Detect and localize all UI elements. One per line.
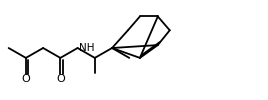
Text: O: O [56, 74, 65, 84]
Text: O: O [21, 74, 30, 84]
Text: NH: NH [79, 43, 94, 53]
